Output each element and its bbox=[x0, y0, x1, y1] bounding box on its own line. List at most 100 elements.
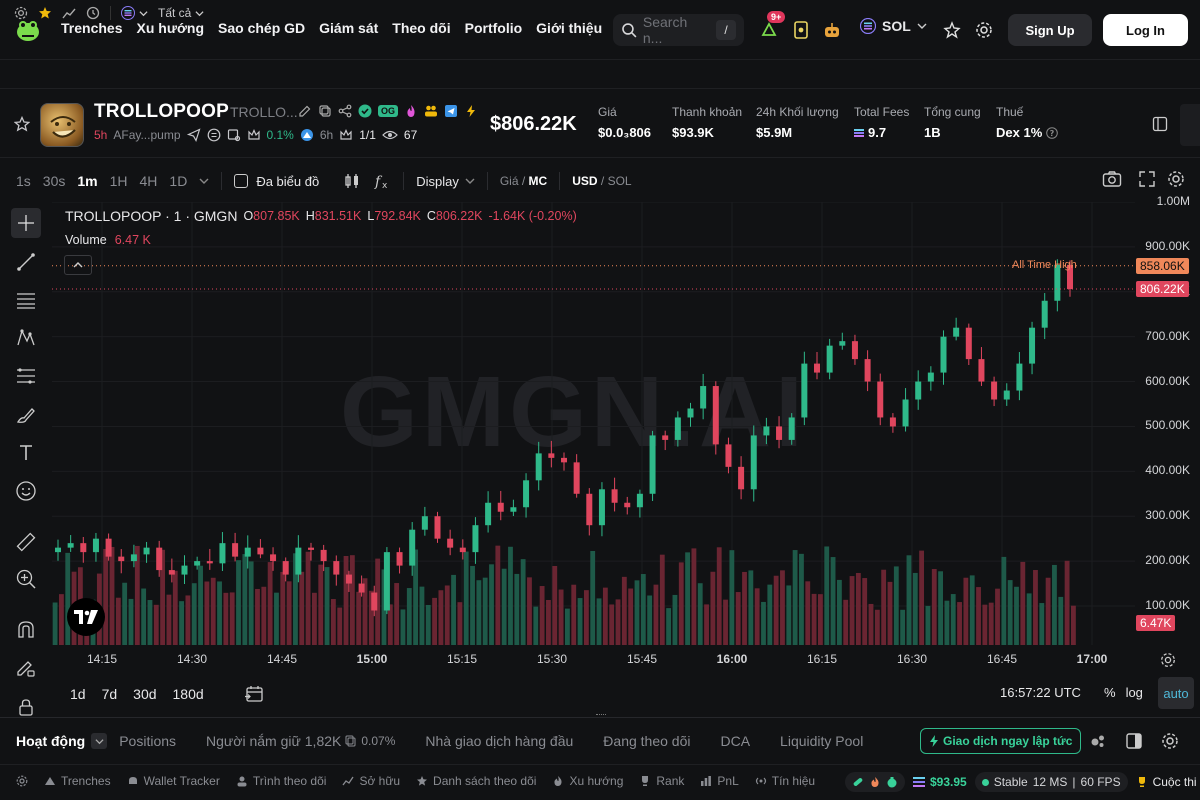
tab-following[interactable]: Đang theo dõi bbox=[603, 733, 691, 749]
tab-positions[interactable]: Positions bbox=[119, 733, 177, 749]
connection-status[interactable]: Stable 12 MS | 60 FPS bbox=[974, 772, 1128, 792]
brush-tool-icon[interactable] bbox=[11, 400, 41, 430]
search-input[interactable]: Search n... bbox=[642, 14, 688, 46]
interval-1d[interactable]: 1D bbox=[169, 173, 188, 189]
date-range-icon[interactable] bbox=[244, 684, 266, 704]
interval-4h[interactable]: 4H bbox=[139, 173, 158, 189]
range-30d[interactable]: 30d bbox=[133, 686, 157, 702]
chevron-down-icon[interactable] bbox=[91, 733, 108, 749]
filter-all[interactable]: Tất cả bbox=[158, 6, 192, 20]
horizontal-lines-tool-icon[interactable] bbox=[11, 285, 41, 315]
token-avatar[interactable] bbox=[40, 103, 84, 147]
bubble-map-icon[interactable] bbox=[1089, 732, 1107, 750]
toggle-sol[interactable]: SOL bbox=[607, 174, 632, 188]
chevron-down-icon[interactable] bbox=[139, 9, 148, 18]
tab-activity[interactable]: Hoạt động bbox=[16, 733, 108, 749]
status-trenches[interactable]: Trenches bbox=[44, 774, 111, 788]
status-watchlist[interactable]: Danh sách theo dõi bbox=[416, 774, 536, 788]
favorite-star-icon[interactable] bbox=[14, 116, 30, 132]
log-in-button[interactable]: Log In bbox=[1103, 14, 1188, 46]
tradingview-logo-icon[interactable] bbox=[67, 598, 105, 636]
range-180d[interactable]: 180d bbox=[172, 686, 204, 702]
toggle-mc[interactable]: MC bbox=[528, 174, 548, 188]
tab-liquidity-pool[interactable]: Liquidity Pool bbox=[780, 733, 864, 749]
edit-icon[interactable] bbox=[298, 104, 312, 118]
chart-settings-gear-icon[interactable] bbox=[1167, 170, 1185, 188]
copy-icon[interactable] bbox=[318, 104, 332, 118]
settings-gear-icon[interactable] bbox=[972, 18, 996, 42]
display-menu[interactable]: Display bbox=[416, 173, 459, 189]
resize-handle[interactable] bbox=[596, 714, 606, 716]
phone-app-icon[interactable] bbox=[789, 18, 813, 42]
zoom-in-tool-icon[interactable] bbox=[11, 564, 41, 594]
log-scale-toggle[interactable]: log bbox=[1125, 685, 1143, 700]
help-icon[interactable]: ? bbox=[1046, 126, 1059, 139]
interval-1m[interactable]: 1m bbox=[77, 173, 98, 189]
toggle-price[interactable]: Giá bbox=[499, 174, 519, 188]
range-1d[interactable]: 1d bbox=[70, 686, 86, 702]
nav-trenches[interactable]: Trenches bbox=[61, 20, 123, 36]
interval-1h[interactable]: 1H bbox=[109, 173, 128, 189]
candle-type-icon[interactable] bbox=[343, 172, 361, 190]
axis-settings-gear-icon[interactable] bbox=[1160, 652, 1176, 668]
percent-scale-toggle[interactable]: % bbox=[1104, 685, 1116, 700]
candlestick-chart[interactable] bbox=[52, 202, 1135, 645]
interval-30s[interactable]: 30s bbox=[42, 173, 66, 189]
fullscreen-icon[interactable] bbox=[1138, 170, 1156, 188]
time-axis[interactable]: 14:15 14:30 14:45 15:00 15:15 15:30 15:45 16:00… bbox=[52, 648, 1135, 672]
toggle-usd[interactable]: USD bbox=[572, 174, 598, 188]
auto-scale-toggle[interactable]: auto bbox=[1158, 677, 1194, 709]
emoji-tool-icon[interactable] bbox=[11, 476, 41, 506]
usd-sol-toggle[interactable]: USD / SOL bbox=[572, 174, 632, 188]
tab-top-traders[interactable]: Nhà giao dịch hàng đầu bbox=[425, 733, 574, 749]
status-wallet-tracker[interactable]: Wallet Tracker bbox=[127, 774, 220, 788]
status-trending[interactable]: Xu hướng bbox=[552, 774, 623, 788]
lock-icon[interactable] bbox=[11, 692, 41, 722]
coin-icon[interactable] bbox=[207, 128, 221, 142]
sidebar-toggle-icon[interactable] bbox=[1152, 116, 1168, 132]
sign-up-button[interactable]: Sign Up bbox=[1008, 14, 1092, 46]
text-tool-icon[interactable] bbox=[11, 438, 41, 468]
status-rank[interactable]: Rank bbox=[639, 774, 684, 788]
send-icon[interactable] bbox=[186, 128, 201, 142]
camera-icon[interactable] bbox=[1102, 170, 1122, 188]
solana-filter-icon[interactable] bbox=[121, 6, 135, 20]
status-pnl[interactable]: PnL bbox=[700, 774, 739, 788]
contest-link[interactable]: Cuộc thi bbox=[1136, 775, 1197, 789]
nav-copy-trade[interactable]: Sao chép GD bbox=[218, 20, 306, 36]
nav-trending[interactable]: Xu hướng bbox=[136, 20, 205, 36]
status-follow-tracker[interactable]: Trình theo dõi bbox=[236, 774, 326, 788]
lock-drawing-icon[interactable] bbox=[11, 653, 41, 683]
nav-monitor[interactable]: Giám sát bbox=[319, 20, 379, 36]
chevron-down-icon[interactable] bbox=[465, 176, 475, 186]
search-box[interactable]: Search n... / bbox=[613, 14, 744, 46]
chain-selector[interactable]: SOL bbox=[860, 18, 927, 34]
wallet-pill[interactable] bbox=[845, 772, 905, 792]
bot-icon[interactable] bbox=[820, 18, 844, 42]
range-7d[interactable]: 7d bbox=[101, 686, 118, 702]
chart-icon[interactable] bbox=[62, 6, 76, 20]
chevron-down-icon[interactable] bbox=[199, 176, 209, 186]
status-holdings[interactable]: Sở hữu bbox=[342, 774, 400, 788]
share-icon[interactable] bbox=[338, 104, 352, 118]
nav-portfolio[interactable]: Portfolio bbox=[464, 20, 523, 36]
image-search-icon[interactable] bbox=[227, 128, 241, 142]
favorites-star-icon[interactable] bbox=[38, 6, 52, 20]
nav-follow[interactable]: Theo dõi bbox=[392, 20, 451, 36]
tab-dca[interactable]: DCA bbox=[720, 733, 751, 749]
collapse-legend-button[interactable] bbox=[64, 255, 92, 275]
ruler-tool-icon[interactable] bbox=[11, 527, 41, 557]
price-mc-toggle[interactable]: Giá / MC bbox=[499, 174, 548, 188]
side-panel-handle[interactable] bbox=[1180, 104, 1200, 146]
chevron-down-icon[interactable] bbox=[195, 9, 204, 18]
checkbox[interactable] bbox=[234, 174, 249, 188]
status-signals[interactable]: Tín hiệu bbox=[755, 774, 815, 788]
multi-chart-toggle[interactable]: Đa biểu đồ bbox=[234, 174, 319, 189]
interval-1s[interactable]: 1s bbox=[16, 173, 31, 189]
trade-now-button[interactable]: Giao dịch ngay lập tức bbox=[920, 728, 1082, 754]
tab-holders[interactable]: Người nắm giữ 1,82K 0.07% bbox=[206, 733, 396, 749]
gear-icon[interactable] bbox=[16, 775, 28, 787]
tab-settings-gear-icon[interactable] bbox=[1161, 732, 1179, 750]
token-address[interactable]: AFay...pump bbox=[113, 128, 181, 142]
